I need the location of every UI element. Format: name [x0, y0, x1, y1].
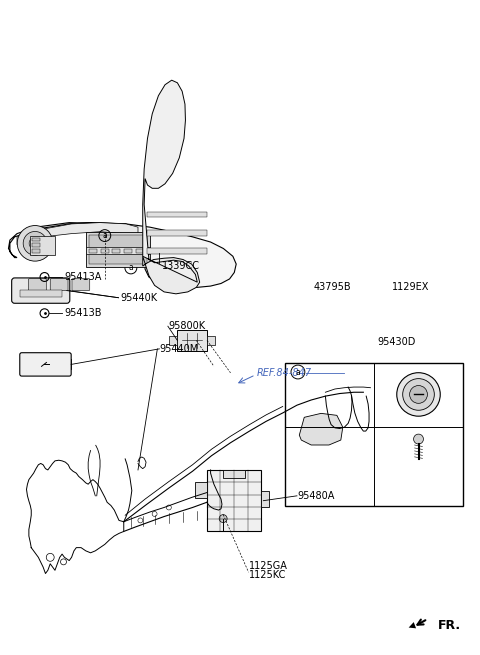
Text: a: a [102, 231, 107, 240]
Text: 95413B: 95413B [64, 309, 102, 318]
Text: 95800K: 95800K [168, 321, 205, 331]
Bar [285, 363, 463, 506]
Text: 95440M: 95440M [159, 344, 199, 354]
Bar [261, 491, 269, 507]
Polygon shape [300, 413, 343, 445]
Polygon shape [9, 223, 236, 288]
FancyBboxPatch shape [72, 279, 90, 291]
Text: 95413A: 95413A [64, 272, 102, 282]
FancyBboxPatch shape [12, 278, 70, 303]
Bar [32, 250, 40, 253]
Text: 1125KC: 1125KC [249, 571, 286, 580]
Bar [30, 236, 55, 255]
Bar [20, 290, 62, 297]
Bar [223, 470, 245, 478]
Bar [112, 248, 120, 253]
Circle shape [414, 434, 423, 444]
Bar [147, 212, 207, 217]
FancyBboxPatch shape [20, 352, 71, 376]
Polygon shape [143, 256, 200, 294]
Polygon shape [17, 223, 138, 244]
Bar [101, 248, 108, 253]
Bar [178, 329, 207, 351]
Text: REF.84-847: REF.84-847 [257, 368, 312, 378]
Bar [207, 335, 215, 345]
Bar [147, 248, 207, 253]
Circle shape [397, 373, 440, 416]
Text: a: a [296, 367, 300, 377]
Bar [86, 246, 150, 255]
Text: 1125GA: 1125GA [249, 561, 288, 571]
Circle shape [29, 237, 41, 250]
Text: FR.: FR. [438, 619, 461, 632]
Bar [89, 235, 147, 264]
Circle shape [219, 515, 227, 523]
Text: 95430D: 95430D [378, 337, 416, 346]
Bar [32, 244, 40, 248]
Bar [124, 248, 132, 253]
Text: 95440K: 95440K [120, 293, 157, 303]
Text: 43795B: 43795B [313, 282, 351, 292]
Circle shape [403, 379, 434, 410]
Bar [136, 248, 144, 253]
Bar [147, 230, 207, 236]
Bar [89, 248, 96, 253]
FancyBboxPatch shape [50, 279, 68, 291]
Text: 95480A: 95480A [297, 491, 334, 501]
Text: 1339CC: 1339CC [162, 261, 200, 271]
FancyBboxPatch shape [28, 279, 46, 291]
Bar [169, 335, 178, 345]
Bar [86, 233, 150, 267]
Polygon shape [143, 80, 197, 282]
Circle shape [23, 231, 47, 255]
Bar [207, 470, 261, 531]
Circle shape [409, 386, 427, 403]
Text: 1129EX: 1129EX [392, 282, 429, 292]
Text: a: a [129, 263, 133, 272]
Circle shape [17, 225, 53, 261]
Bar [195, 482, 207, 498]
Bar [32, 238, 40, 242]
